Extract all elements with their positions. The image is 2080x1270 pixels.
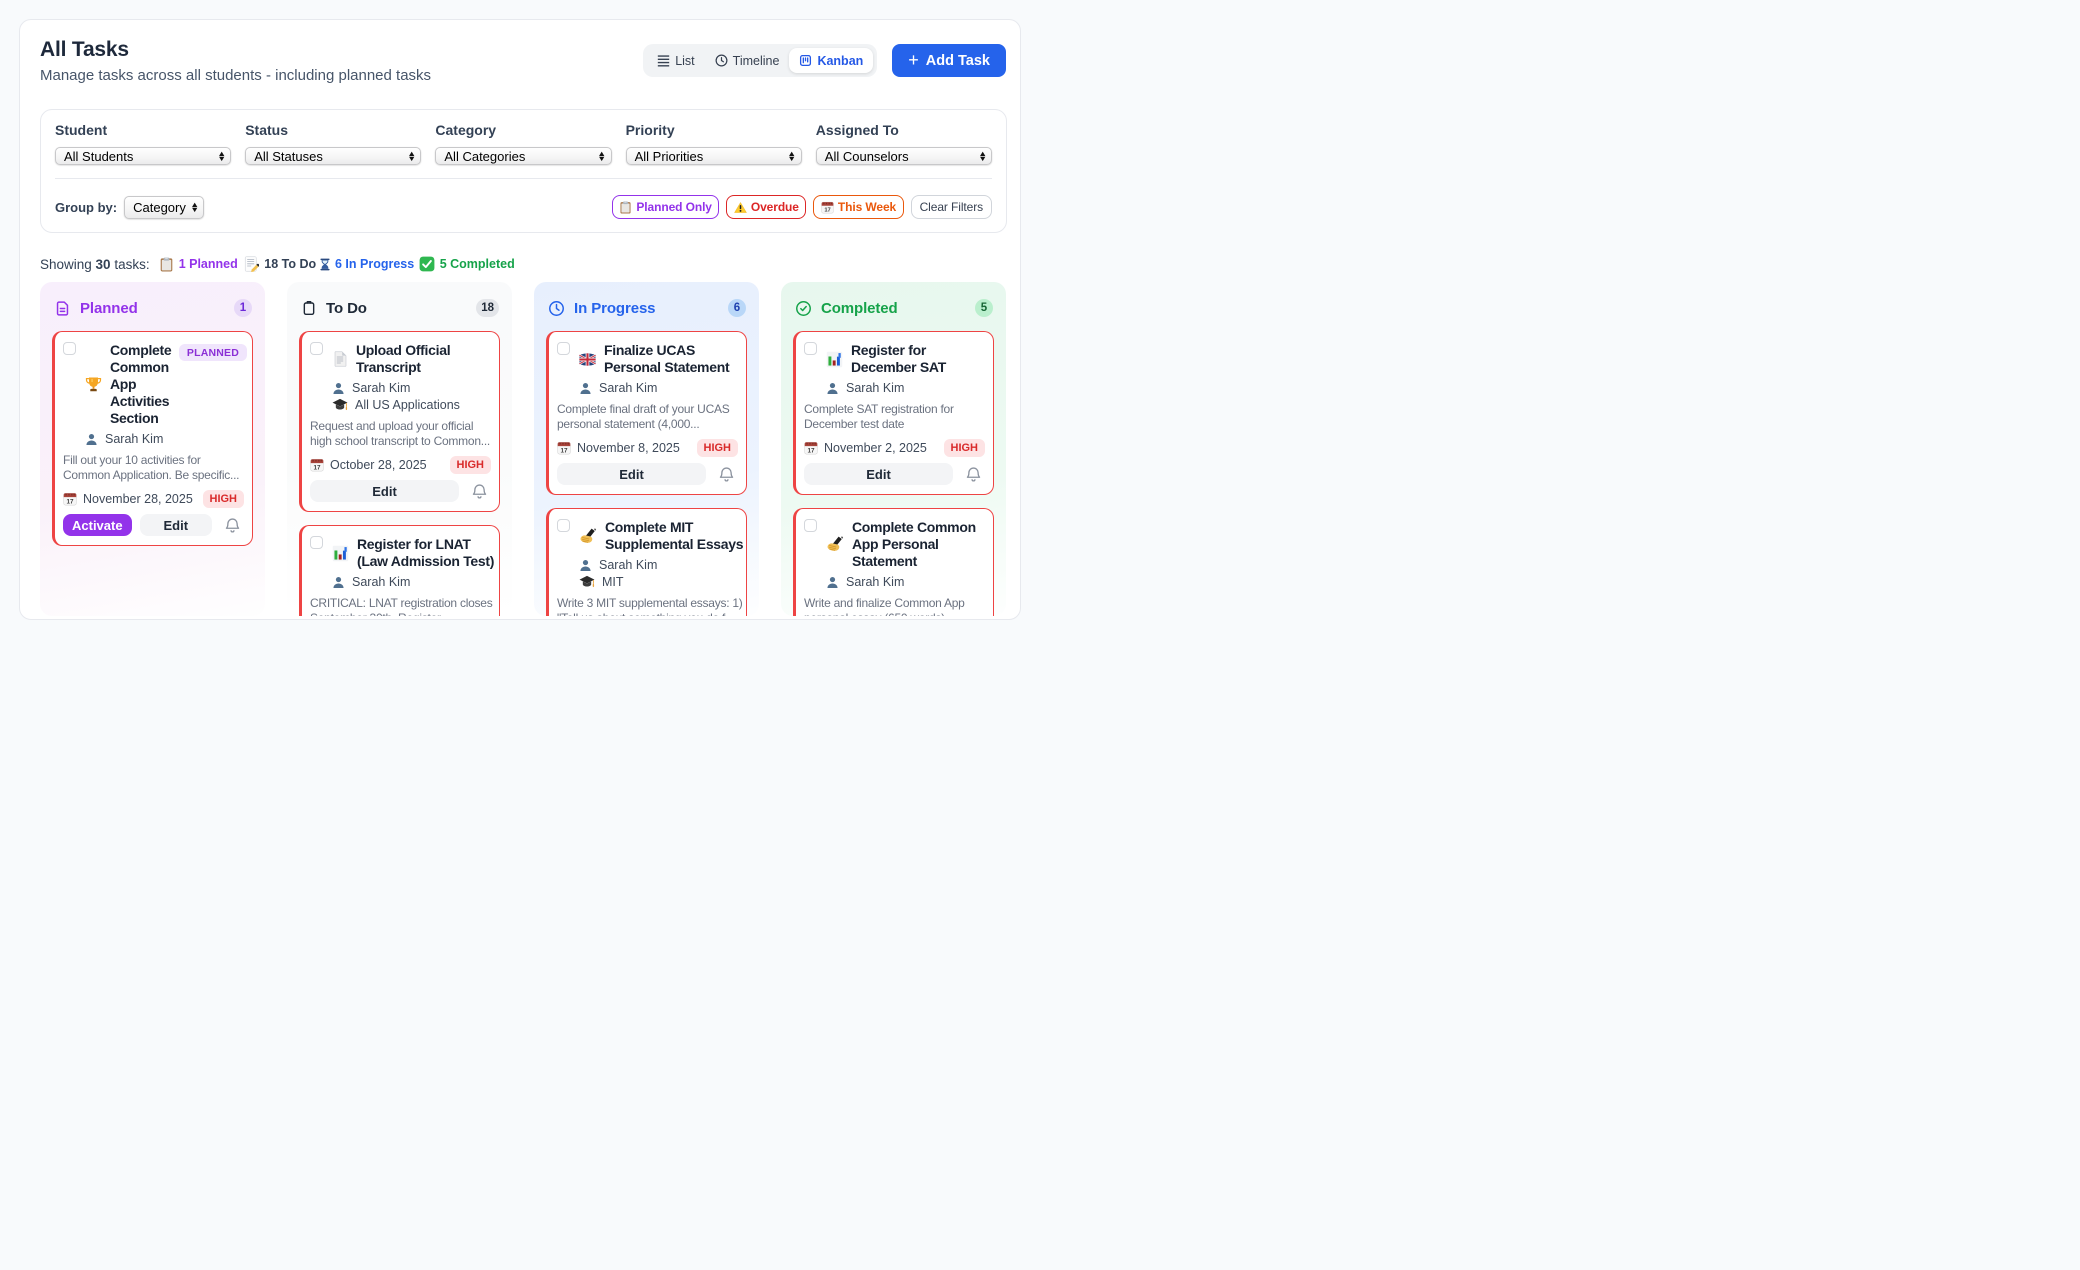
svg-text:17: 17: [560, 447, 568, 454]
svg-text:17: 17: [313, 464, 321, 471]
svg-text:17: 17: [824, 207, 830, 213]
svg-text:17: 17: [807, 447, 815, 454]
svg-text:17: 17: [66, 498, 74, 505]
